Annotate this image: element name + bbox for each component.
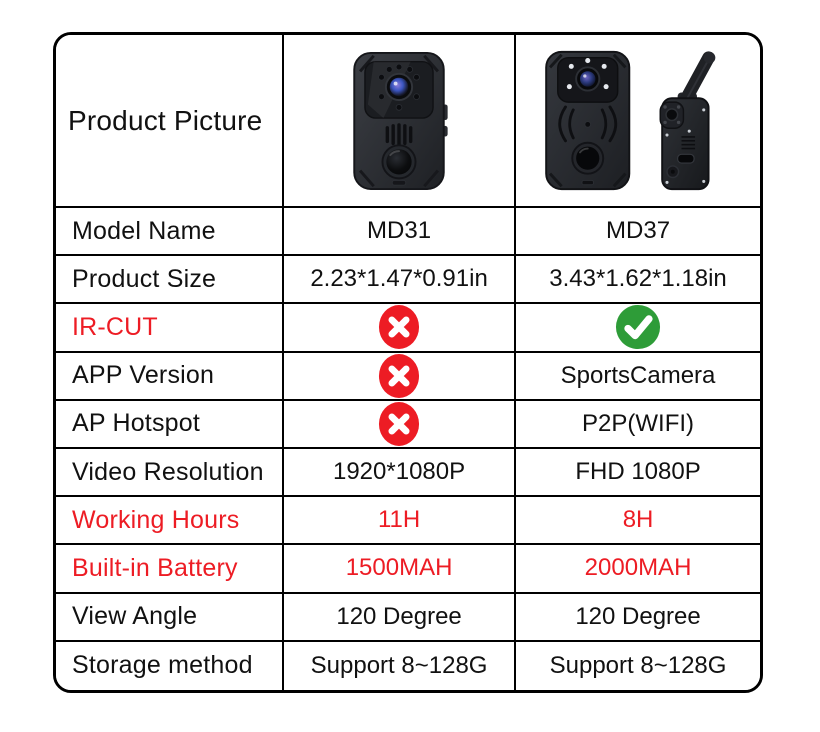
model-name-md31-value: MD31 [284,208,517,257]
md31-working-hours: 11H [377,506,421,534]
md37-model-name: MD37 [606,217,671,245]
cross-icon [379,401,420,446]
built-in-battery-md31-value: 1500MAH [284,545,517,594]
video-resolution-label: Video Resolution [72,457,264,486]
view-angle-label: View Angle [72,602,198,631]
md37-app-version: SportsCamera [560,361,716,389]
ir-cut-md37-value [516,304,760,353]
md37-video-resolution: FHD 1080P [575,458,701,486]
md31-picture-cell [284,35,517,208]
md37-working-hours: 8H [622,506,654,534]
md31-battery: 1500MAH [345,554,453,582]
cross-icon [379,305,420,350]
md37-product-size: 3.43*1.62*1.18in [549,265,727,293]
view-angle-md31-value: 120 Degree [284,593,517,642]
built-in-battery-label: Built-in Battery [72,553,238,582]
app-version-label: APP Version [72,361,215,390]
md37-product-image [545,50,716,191]
working-hours-label: Working Hours [72,505,240,534]
product-size-md37-value: 3.43*1.62*1.18in [516,256,760,305]
storage-method-label: Storage method [72,651,253,680]
comparison-table: Product Picture [53,32,763,693]
product-picture-header-cell: Product Picture [56,35,285,208]
md31-video-resolution: 1920*1080P [332,458,466,486]
product-size-label: Product Size [72,264,217,293]
video-resolution-md37-value: FHD 1080P [516,449,760,498]
md37-battery: 2000MAH [584,554,692,582]
ap-hotspot-label: AP Hotspot [72,409,201,438]
ir-cut-md31-value [284,304,517,353]
storage-method-md31-value: Support 8~128G [284,641,517,690]
row-label-ap-hotspot: AP Hotspot [56,400,285,449]
row-label-video-resolution: Video Resolution [56,449,285,498]
ap-hotspot-md31-value [284,400,517,449]
check-icon [615,305,661,350]
row-label-view-angle: View Angle [56,593,285,642]
product-picture-label: Product Picture [68,104,263,136]
md31-model-name: MD31 [367,217,432,245]
md37-storage-method: Support 8~128G [549,651,727,679]
view-angle-md37-value: 120 Degree [516,593,760,642]
row-label-working-hours: Working Hours [56,497,285,546]
model-name-label: Model Name [72,216,216,245]
app-version-md31-value [284,352,517,401]
row-label-app-version: APP Version [56,352,285,401]
md37-ap-hotspot: P2P(WIFI) [582,409,695,437]
md31-storage-method: Support 8~128G [310,651,488,679]
row-label-ir-cut: IR-CUT [56,304,285,353]
row-label-built-in-battery: Built-in Battery [56,545,285,594]
md37-picture-cell [516,35,760,208]
row-label-product-size: Product Size [56,256,285,305]
md31-view-angle: 120 Degree [336,602,462,630]
working-hours-md31-value: 11H [284,497,517,546]
cross-icon [379,353,420,398]
app-version-md37-value: SportsCamera [516,352,760,401]
md31-product-image [353,51,448,190]
model-name-md37-value: MD37 [516,208,760,257]
ir-cut-label: IR-CUT [72,312,158,341]
storage-method-md37-value: Support 8~128G [516,641,760,690]
row-label-storage-method: Storage method [56,641,285,690]
built-in-battery-md37-value: 2000MAH [516,545,760,594]
ap-hotspot-md37-value: P2P(WIFI) [516,400,760,449]
working-hours-md37-value: 8H [516,497,760,546]
product-size-md31-value: 2.23*1.47*0.91in [284,256,517,305]
row-label-model-name: Model Name [56,208,285,257]
md31-product-size: 2.23*1.47*0.91in [310,265,488,293]
md37-view-angle: 120 Degree [575,602,701,630]
video-resolution-md31-value: 1920*1080P [284,449,517,498]
